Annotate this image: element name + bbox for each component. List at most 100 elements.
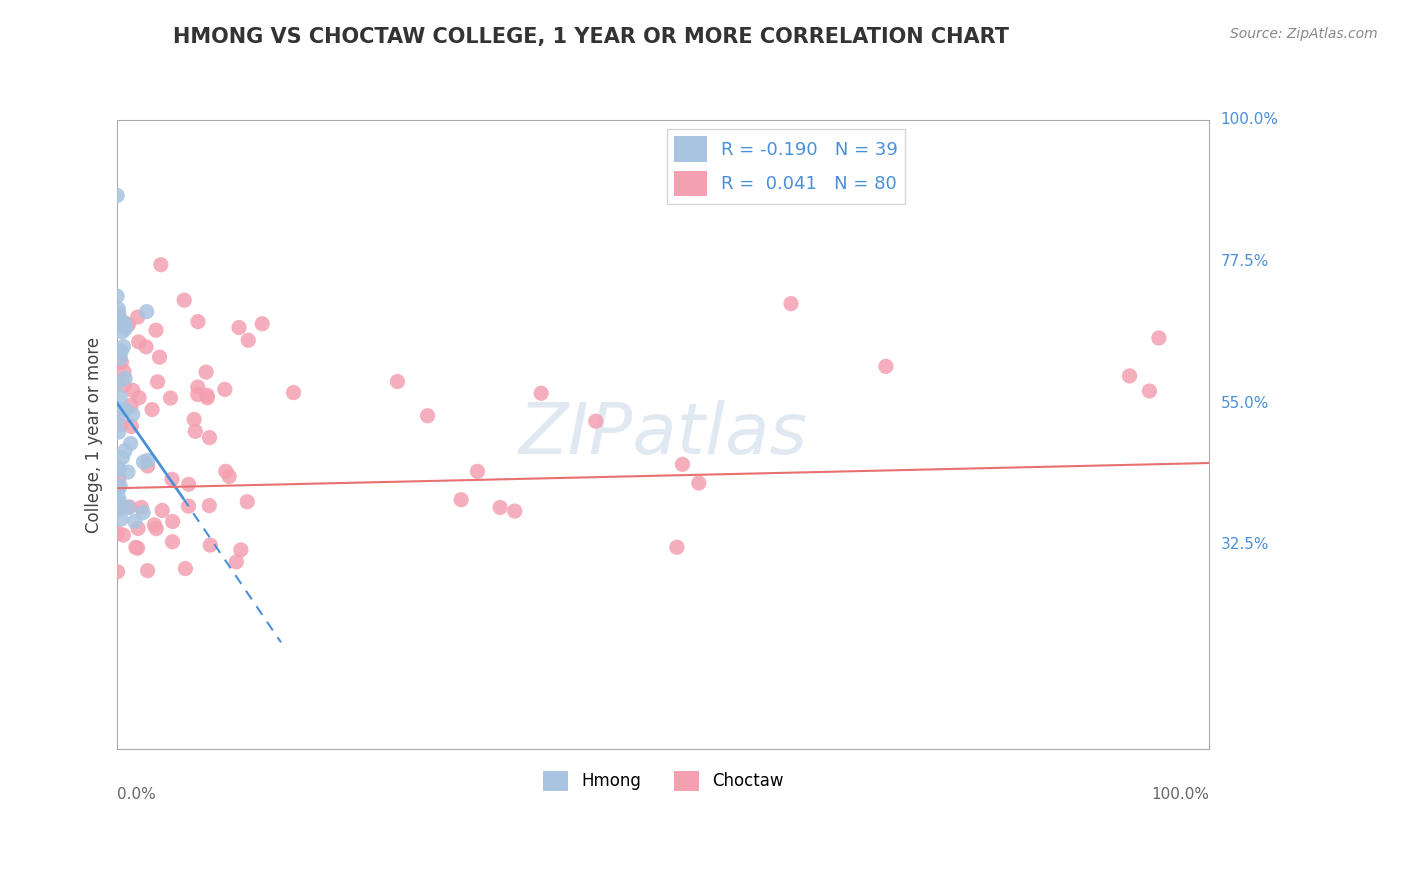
Point (117, 318, 139, 332)
Point (111, 450, 134, 465)
Point (115, 318, 138, 332)
Point (108, 472, 131, 486)
Point (160, 472, 183, 486)
Point (236, 494, 259, 508)
Text: HMONG VS CHOCTAW COLLEGE, 1 YEAR OR MORE CORRELATION CHART: HMONG VS CHOCTAW COLLEGE, 1 YEAR OR MORE… (173, 27, 1008, 46)
Point (105, 188, 128, 202)
Point (146, 375, 169, 389)
Point (117, 465, 139, 479)
Point (283, 385, 305, 400)
Text: 0.0%: 0.0% (117, 788, 156, 802)
Point (128, 334, 150, 349)
Point (1118, 368, 1140, 383)
Point (105, 376, 128, 391)
Point (107, 565, 129, 579)
Point (125, 541, 148, 555)
Point (135, 304, 157, 318)
Point (107, 502, 129, 516)
Point (184, 425, 207, 439)
Point (105, 289, 128, 303)
Point (110, 499, 132, 513)
Point (108, 479, 131, 493)
Point (195, 365, 218, 379)
Point (143, 517, 166, 532)
Text: 77.5%: 77.5% (1220, 254, 1268, 269)
Point (107, 307, 129, 321)
Point (114, 443, 136, 458)
Point (127, 310, 149, 324)
Point (111, 325, 134, 339)
Point (127, 541, 149, 556)
Point (108, 462, 131, 476)
Point (107, 460, 129, 475)
Text: ZIPatlas: ZIPatlas (519, 401, 808, 469)
Point (121, 408, 143, 422)
Point (149, 258, 172, 272)
Point (665, 540, 688, 554)
Point (114, 322, 136, 336)
Point (187, 315, 209, 329)
Point (162, 534, 184, 549)
Point (141, 402, 163, 417)
Point (107, 345, 129, 359)
Point (250, 317, 273, 331)
Point (112, 318, 135, 332)
Y-axis label: College, 1 year or more: College, 1 year or more (86, 336, 103, 533)
Point (1139, 384, 1161, 398)
Point (195, 388, 218, 402)
Point (875, 359, 897, 374)
Point (108, 309, 131, 323)
Point (200, 538, 222, 552)
Point (112, 528, 135, 542)
Point (112, 339, 135, 353)
Point (214, 383, 236, 397)
Text: Source: ZipAtlas.com: Source: ZipAtlas.com (1230, 27, 1378, 41)
Point (177, 499, 200, 513)
Point (198, 431, 221, 445)
Point (387, 375, 409, 389)
Point (198, 499, 221, 513)
Point (121, 384, 143, 398)
Point (131, 500, 153, 515)
Text: 100.0%: 100.0% (1152, 788, 1209, 802)
Point (108, 401, 131, 416)
Point (120, 436, 142, 450)
Point (450, 492, 472, 507)
Point (107, 495, 129, 509)
Point (110, 355, 132, 369)
Point (145, 522, 167, 536)
Point (110, 343, 132, 358)
Point (225, 555, 247, 569)
Point (1147, 331, 1170, 345)
Point (127, 521, 149, 535)
Text: 100.0%: 100.0% (1220, 112, 1278, 128)
Point (107, 526, 129, 541)
Point (585, 414, 607, 428)
Point (107, 425, 129, 439)
Point (150, 503, 173, 517)
Point (108, 491, 131, 505)
Point (688, 476, 710, 491)
Point (120, 398, 142, 412)
Point (112, 378, 135, 392)
Point (148, 350, 170, 364)
Point (671, 458, 693, 472)
Point (228, 320, 250, 334)
Point (108, 482, 131, 496)
Point (218, 469, 240, 483)
Point (110, 512, 132, 526)
Point (128, 391, 150, 405)
Text: 32.5%: 32.5% (1220, 537, 1270, 552)
Point (530, 386, 553, 401)
Point (136, 564, 159, 578)
Point (174, 561, 197, 575)
Point (107, 413, 129, 427)
Point (114, 371, 136, 385)
Point (503, 504, 526, 518)
Point (238, 333, 260, 347)
Point (114, 402, 136, 417)
Point (108, 390, 131, 404)
Point (112, 315, 135, 329)
Point (135, 340, 157, 354)
Point (187, 380, 209, 394)
